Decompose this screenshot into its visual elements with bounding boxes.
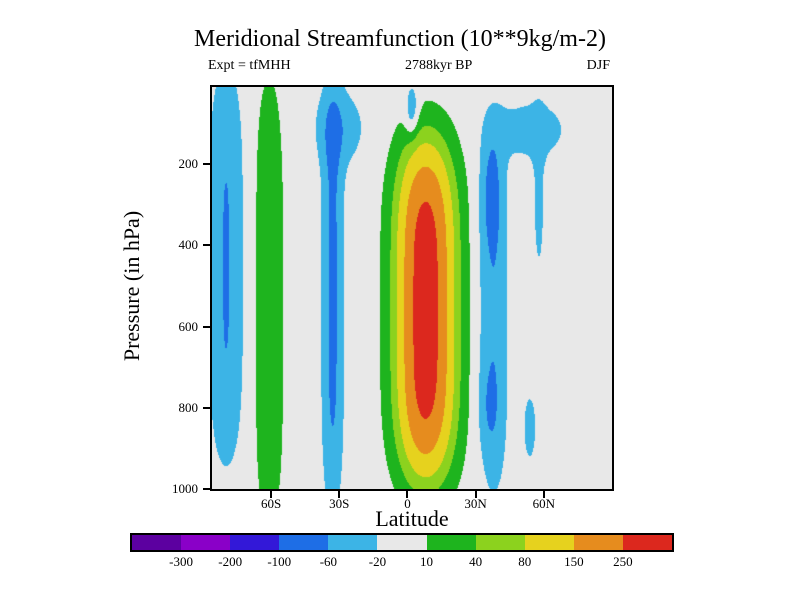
colorbar — [130, 533, 674, 552]
y-tick-mark — [203, 488, 210, 490]
colorbar-segment — [426, 535, 476, 550]
colorbar-tick-label: 40 — [469, 554, 483, 569]
chart-title: Meridional Streamfunction (10**9kg/m-2) — [194, 26, 606, 52]
colorbar-segment — [475, 535, 525, 550]
colorbar-tick-label: 150 — [564, 554, 584, 569]
colorbar-tick-label: -300 — [169, 554, 193, 569]
colorbar-segment — [524, 535, 574, 550]
y-tick-label: 200 — [178, 156, 199, 172]
x-tick-label: 30N — [464, 496, 487, 511]
x-tick-label: 60S — [260, 496, 282, 511]
x-tick-mark — [338, 491, 341, 498]
colorbar-tick-label: 250 — [613, 554, 633, 569]
colorbar-tick-label: -60 — [319, 554, 338, 569]
y-tick-label: 600 — [178, 318, 199, 334]
colorbar-segment — [132, 535, 182, 550]
colorbar-segment — [181, 535, 231, 550]
y-tick-label: 400 — [178, 237, 199, 253]
y-tick-mark — [203, 325, 210, 328]
colorbar-segment — [573, 535, 623, 550]
x-axis-title: Latitude — [375, 506, 449, 531]
y-tick-mark — [203, 244, 210, 247]
colorbar-tick-label: 80 — [518, 554, 532, 569]
x-tick-mark — [270, 491, 273, 498]
x-tick-mark — [406, 491, 409, 498]
colorbar-segment — [377, 535, 427, 550]
y-tick-mark — [203, 163, 210, 166]
colorbar-segment — [230, 535, 280, 550]
colorbar-tick-label: 10 — [420, 554, 434, 569]
y-tick-label: 800 — [178, 399, 199, 415]
y-tick-mark — [203, 406, 210, 409]
colorbar-tick-label: -20 — [368, 554, 387, 569]
colorbar-segment — [622, 535, 673, 550]
plot-area — [210, 85, 614, 491]
x-tick-label: 30S — [329, 496, 350, 511]
x-tick-label: 0 — [404, 496, 411, 511]
y-tick-label: 1000 — [172, 481, 198, 496]
subtitle-row: Expt = tfMHH 2788kyr BP DJF — [208, 58, 610, 74]
colorbar-tick-label: -200 — [218, 554, 243, 569]
experiment-label: Expt = tfMHH — [208, 58, 291, 73]
colorbar-tick-label: -100 — [267, 554, 292, 569]
contour-canvas — [212, 87, 612, 489]
colorbar-segment — [328, 535, 378, 550]
x-tick-mark — [474, 491, 477, 498]
y-axis-title: Pressure (in hPa) — [119, 210, 144, 362]
colorbar-segment — [279, 535, 329, 550]
x-tick-label: 60N — [532, 496, 555, 511]
x-tick-mark — [542, 491, 545, 498]
time-label: 2788kyr BP — [404, 58, 473, 73]
season-label: DJF — [586, 58, 610, 73]
